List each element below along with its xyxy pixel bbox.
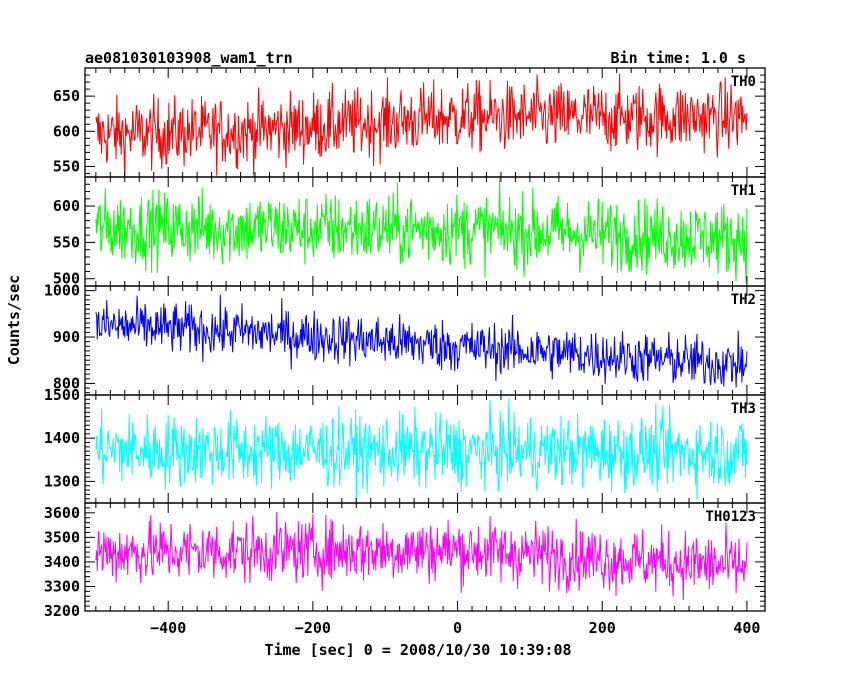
x-axis-label: Time [sec] 0 = 2008/10/30 10:39:08 [264, 641, 571, 659]
series-line-th1 [95, 178, 748, 283]
x-tick-label: −400 [150, 619, 186, 637]
series-line-th2 [95, 294, 748, 388]
y-tick-label: 900 [53, 328, 80, 346]
y-tick-label: 600 [53, 122, 80, 140]
y-tick-label: 3200 [44, 602, 80, 620]
panel-frame-th2 [84, 285, 766, 396]
y-tick-label: 1400 [44, 429, 80, 447]
y-tick-label: 500 [53, 270, 80, 288]
x-tick-label: 200 [589, 619, 616, 637]
y-axis-label: Counts/sec [5, 275, 23, 365]
x-tick-label: 0 [453, 619, 462, 637]
series-line-th0 [95, 73, 748, 177]
x-tick-label: 400 [733, 619, 760, 637]
y-tick-label: 3600 [44, 504, 80, 522]
chart-title: ae081030103908_wam1_trn [85, 49, 293, 67]
series-line-th3 [95, 398, 748, 503]
series-line-th0123 [95, 512, 748, 601]
x-tick-label: −200 [295, 619, 331, 637]
panel-label-th3: TH3 [731, 401, 756, 417]
y-tick-label: 600 [53, 197, 80, 215]
y-tick-label: 3500 [44, 528, 80, 546]
y-tick-label: 550 [53, 157, 80, 175]
y-tick-label: 650 [53, 87, 80, 105]
y-tick-label: 800 [53, 374, 80, 392]
y-tick-label: 1500 [44, 386, 80, 404]
panels-group: 550 600 650 TH0 500 550 600 TH1 800 900 1000 TH2 130… [44, 67, 766, 637]
y-tick-label: 3300 [44, 577, 80, 595]
panel-label-th1: TH1 [731, 183, 756, 199]
bin-time-label: Bin time: 1.0 s [611, 49, 746, 67]
y-tick-label: 1000 [44, 282, 80, 300]
panel-label-th0: TH0 [731, 74, 756, 90]
y-tick-label: 3400 [44, 553, 80, 571]
panel-label-th2: TH2 [731, 292, 756, 308]
y-tick-label: 1300 [44, 472, 80, 490]
panel-label-th0123: TH0123 [705, 509, 756, 525]
y-tick-label: 550 [53, 233, 80, 251]
